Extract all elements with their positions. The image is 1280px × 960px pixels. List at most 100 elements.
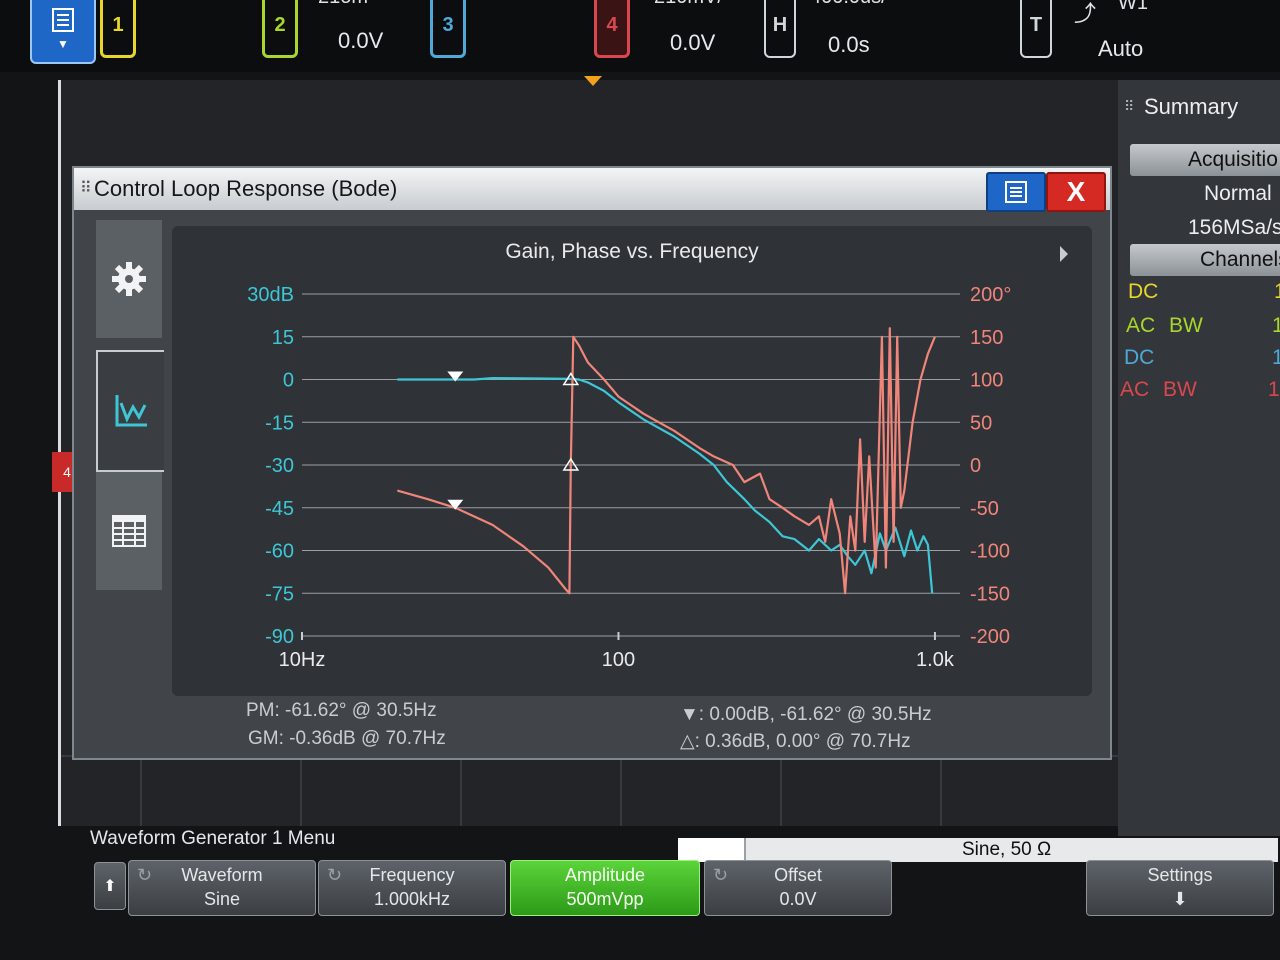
frequency-value: 1.000kHz <box>373 889 451 909</box>
channel-4-bw-limit: BW <box>1163 378 1197 401</box>
waveform-label: Waveform <box>181 865 263 885</box>
channel-3-button[interactable]: 3 <box>430 0 466 58</box>
tab-table[interactable] <box>96 472 162 590</box>
gain-axis-tick-label: -90 <box>265 626 294 648</box>
gain-axis-tick-label: -15 <box>265 412 294 434</box>
channel-2-button[interactable]: 2 <box>262 0 298 58</box>
gain-marker-2 <box>562 372 580 386</box>
offset-value: 0.0V <box>779 889 817 909</box>
channel-1-coupling: DC <box>1128 280 1159 303</box>
status-scroll-thumb[interactable] <box>678 838 746 862</box>
channel-2-scale: 21om <box>318 0 368 9</box>
trigger-button[interactable]: T <box>1020 0 1052 58</box>
channels-section-header[interactable]: Channels <box>1130 244 1280 276</box>
phase-axis-tick-label: -200 <box>970 626 1010 648</box>
marker-2-value: 0.36dB, 0.00° @ 70.7Hz <box>705 731 911 752</box>
trigger-label: T <box>1029 13 1043 36</box>
amplitude-label: Amplitude <box>564 865 646 885</box>
bode-chart[interactable]: Gain, Phase vs. Frequency 30dB 200° 15 150 0 1… <box>172 226 1092 696</box>
phase-axis-tick-label: 0 <box>970 455 981 477</box>
channel-4-scale-value: 10 <box>1268 378 1280 401</box>
menu-up-button[interactable]: ⬆ <box>94 862 126 910</box>
chevron-down-icon: ⬇ <box>1172 889 1188 909</box>
gear-icon <box>112 262 146 296</box>
menu-list-icon <box>1005 181 1027 203</box>
amplitude-value: 500mVpp <box>566 889 644 909</box>
phase-axis-tick-label: 100 <box>970 370 1003 392</box>
channel-1-summary: DC 1 <box>1128 280 1280 304</box>
bode-window-title: Control Loop Response (Bode) <box>94 176 398 201</box>
channel-1-button[interactable]: 1 <box>100 0 136 58</box>
drag-grip-icon[interactable]: ⠿ <box>80 180 92 197</box>
frequency-tick-label: 1.0k <box>916 649 955 671</box>
bode-window: ⠿ Control Loop Response (Bode) X <box>72 166 1112 760</box>
channel-3-label: 3 <box>442 13 454 36</box>
channel-4-button[interactable]: 4 <box>594 0 630 58</box>
channel-2-offset: 0.0V <box>338 28 384 53</box>
gain-axis-tick-label: -60 <box>265 541 294 563</box>
channel-3-summary: DC 1. <box>1124 346 1280 370</box>
wavegen-status-text: Sine, 50 Ω <box>962 839 1052 860</box>
main-menu-button[interactable]: ▼ <box>30 0 96 64</box>
channel-3-scale-value: 1. <box>1272 346 1280 369</box>
marker-1-readout: ▼: 0.00dB, -61.62° @ 30.5Hz <box>680 704 932 726</box>
frequency-label: Frequency <box>369 865 455 885</box>
channel-4-coupling: AC <box>1120 378 1150 401</box>
offset-softkey[interactable]: ↻ Offset 0.0V <box>704 860 892 916</box>
knob-rotate-icon: ↻ <box>713 865 729 885</box>
trigger-source: W1 <box>1118 0 1148 14</box>
channel-4-scale: 210mV/ <box>654 0 723 9</box>
amplitude-softkey[interactable]: Amplitude 500mVpp <box>510 860 700 916</box>
tab-chart[interactable] <box>96 350 164 472</box>
arrow-up-icon: ⬆ <box>103 878 117 895</box>
drag-grip-icon[interactable]: ⠿ <box>1124 98 1135 114</box>
bode-close-button[interactable]: X <box>1046 172 1106 212</box>
horizontal-scale: 400.0us/ <box>810 0 887 9</box>
acquisition-mode: Normal <box>1204 182 1272 205</box>
channel-4-label: 4 <box>606 13 618 36</box>
phase-axis-tick-label: 200° <box>970 284 1011 306</box>
bode-menu-button[interactable] <box>986 172 1046 212</box>
gain-margin-readout: GM: -0.36dB @ 70.7Hz <box>248 728 446 749</box>
gain-axis-tick-label: -45 <box>265 498 294 520</box>
phase-axis-tick-label: -150 <box>970 583 1010 605</box>
channel-1-scale-value: 1 <box>1274 280 1280 303</box>
close-icon: X <box>1066 176 1086 207</box>
gain-axis-tick-label: -30 <box>265 455 294 477</box>
gain-axis-tick-label: -75 <box>265 583 294 605</box>
channel-2-coupling: AC <box>1126 314 1156 337</box>
bode-titlebar[interactable]: ⠿ Control Loop Response (Bode) X <box>74 168 1110 212</box>
frequency-tick-label: 100 <box>602 649 635 671</box>
channel-2-label: 2 <box>274 13 286 36</box>
channel-3-coupling: DC <box>1124 346 1155 369</box>
summary-title: Summary <box>1144 94 1239 119</box>
trigger-mode: Auto <box>1098 36 1144 61</box>
gain-axis-tick-label: 30dB <box>247 284 294 306</box>
horizontal-button[interactable]: H <box>764 0 796 58</box>
waveform-softkey[interactable]: ↻ Waveform Sine <box>128 860 316 916</box>
settings-softkey[interactable]: Settings ⬇ <box>1086 860 1274 916</box>
channel-4-offset: 0.0V <box>670 30 716 55</box>
channel-status-bar: ▼ 1 2 21om 0.0V 3 4 210mV/ 0.0V H 400.0u… <box>0 0 1280 72</box>
gain-trace <box>397 377 934 594</box>
softkey-menu-title: Waveform Generator 1 Menu <box>90 828 336 849</box>
marker-2-readout: △: 0.36dB, 0.00° @ 70.7Hz <box>680 730 911 753</box>
wavegen-status-bar: Sine, 50 Ω <box>678 838 1278 862</box>
chevron-down-icon: ▼ <box>57 37 69 51</box>
horizontal-label: H <box>772 13 788 36</box>
frequency-softkey[interactable]: ↻ Frequency 1.000kHz <box>318 860 506 916</box>
marker-1-value: 0.00dB, -61.62° @ 30.5Hz <box>709 704 932 725</box>
acquisition-section-header[interactable]: Acquisitio <box>1130 144 1280 176</box>
gain-axis-tick-label: 0 <box>283 370 294 392</box>
tab-setup[interactable] <box>96 220 162 338</box>
phase-marker-2 <box>562 457 580 471</box>
bode-plot-panel[interactable]: Gain, Phase vs. Frequency 30dB 200° 15 150 0 1… <box>172 226 1092 696</box>
trigger-position-marker <box>584 76 602 86</box>
menu-list-icon <box>52 8 74 32</box>
phase-axis-tick-label: -50 <box>970 498 999 520</box>
summary-panel: ⠿ Summary Acquisitio Normal 156MSa/s Cha… <box>1118 80 1280 836</box>
table-icon <box>112 515 146 547</box>
marker-down-icon: ▼: <box>680 704 705 725</box>
channel-4-summary: AC BW 10 <box>1120 378 1280 402</box>
channel-2-bw-limit: BW <box>1169 314 1203 337</box>
